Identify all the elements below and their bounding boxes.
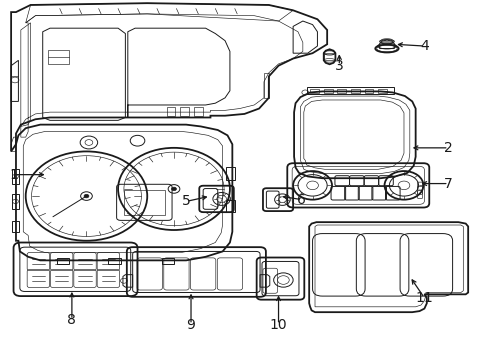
Bar [12, 221, 20, 232]
Bar [162, 257, 174, 264]
Circle shape [171, 187, 176, 191]
Bar [225, 200, 234, 212]
Text: 11: 11 [415, 291, 432, 305]
Bar [47, 50, 69, 64]
Text: 7: 7 [444, 176, 452, 190]
Bar [337, 89, 346, 93]
Bar [180, 107, 189, 116]
Bar [323, 89, 332, 93]
Bar [309, 89, 318, 93]
Bar [123, 190, 164, 215]
Text: 2: 2 [444, 141, 452, 155]
Bar [57, 257, 69, 264]
Bar [12, 194, 20, 208]
Text: 10: 10 [269, 318, 287, 332]
Bar [364, 89, 372, 93]
Bar [323, 53, 335, 60]
Text: 9: 9 [186, 318, 195, 332]
Bar [377, 89, 386, 93]
Text: 1: 1 [9, 168, 18, 182]
Text: 3: 3 [334, 59, 343, 73]
Text: 6: 6 [297, 193, 305, 207]
Text: 8: 8 [67, 313, 76, 327]
Bar [12, 169, 20, 184]
Bar [166, 107, 175, 116]
Bar [225, 167, 234, 180]
Text: 5: 5 [182, 194, 190, 208]
Bar [108, 257, 120, 264]
Bar [350, 89, 359, 93]
Bar [194, 107, 202, 116]
Text: 4: 4 [419, 39, 428, 53]
Bar [306, 87, 393, 94]
Circle shape [84, 194, 89, 198]
